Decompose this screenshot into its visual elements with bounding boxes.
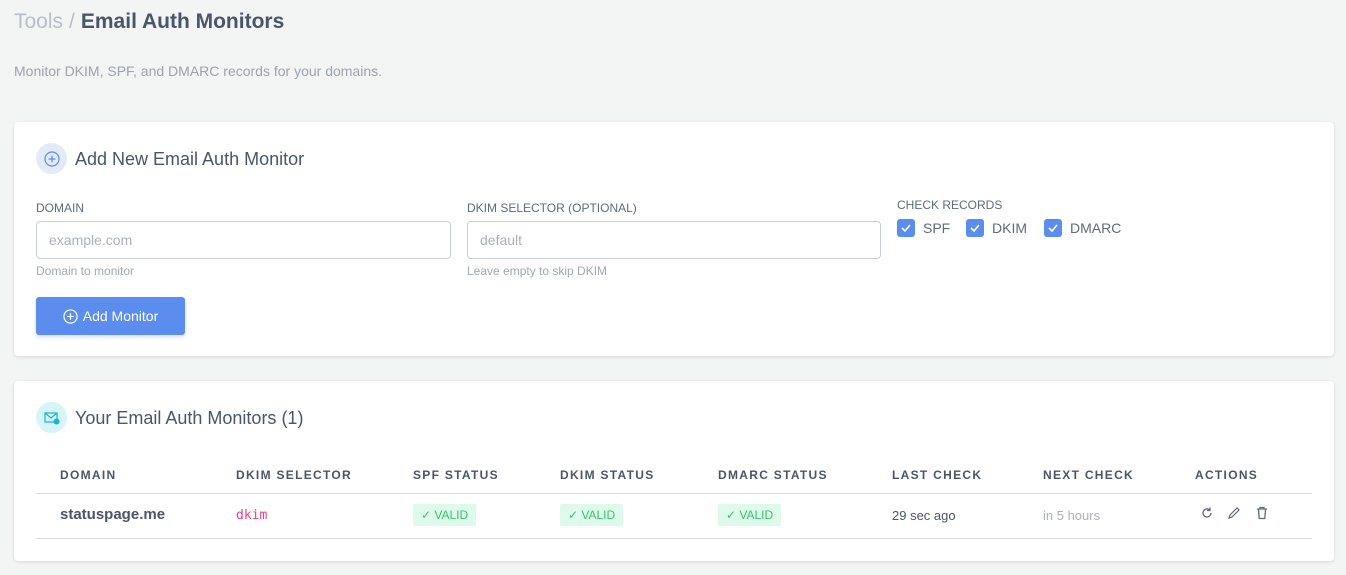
- add-card-title: Add New Email Auth Monitor: [75, 149, 305, 169]
- col-domain: DOMAIN: [60, 468, 117, 482]
- col-next-check: NEXT CHECK: [1043, 468, 1135, 482]
- col-dkim-selector: DKIM SELECTOR: [236, 468, 353, 482]
- checkmark-icon: [1044, 219, 1062, 237]
- dmarc-checkbox[interactable]: DMARC: [1044, 219, 1121, 237]
- col-dmarc-status: DMARC STATUS: [718, 468, 828, 482]
- header-divider: [36, 493, 1312, 494]
- row-divider: [36, 538, 1312, 539]
- breadcrumb-separator: /: [69, 10, 75, 33]
- spf-label: SPF: [923, 220, 951, 236]
- spf-checkbox[interactable]: SPF: [897, 219, 950, 237]
- domain-hint: Domain to monitor: [36, 264, 135, 278]
- monitors-card: Your Email Auth Monitors (1) DOMAIN DKIM…: [14, 381, 1334, 561]
- dkim-checkbox[interactable]: DKIM: [966, 219, 1027, 237]
- plus-circle-icon: [63, 308, 78, 324]
- col-spf-status: SPF STATUS: [413, 468, 499, 482]
- col-last-check: LAST CHECK: [892, 468, 983, 482]
- dkim-selector-input[interactable]: [467, 221, 881, 259]
- trash-icon[interactable]: [1255, 506, 1269, 520]
- row-last-check: 29 sec ago: [892, 508, 956, 523]
- row-next-check: in 5 hours: [1043, 508, 1101, 523]
- add-monitor-button[interactable]: Add Monitor: [36, 297, 185, 335]
- add-monitor-card: Add New Email Auth Monitor DOMAIN Domain…: [14, 122, 1334, 356]
- domain-input[interactable]: [36, 221, 451, 259]
- col-dkim-status: DKIM STATUS: [560, 468, 655, 482]
- spf-status-badge: ✓ VALID: [413, 504, 477, 526]
- breadcrumb: Tools / Email Auth Monitors: [14, 10, 284, 34]
- dmarc-label: DMARC: [1070, 220, 1122, 236]
- dkim-status-badge: ✓ VALID: [560, 504, 624, 526]
- page-title: Email Auth Monitors: [80, 10, 285, 33]
- breadcrumb-parent[interactable]: Tools: [14, 10, 64, 33]
- check-records-label: CHECK RECORDS: [897, 198, 1003, 212]
- dkim-label: DKIM: [992, 220, 1027, 236]
- checkmark-icon: [897, 219, 915, 237]
- email-check-icon: [36, 402, 67, 433]
- page-subtitle: Monitor DKIM, SPF, and DMARC records for…: [14, 63, 383, 79]
- col-actions: ACTIONS: [1195, 468, 1259, 482]
- row-domain: statuspage.me: [60, 506, 166, 523]
- monitors-card-title: Your Email Auth Monitors (1): [75, 408, 304, 428]
- dkim-selector-hint: Leave empty to skip DKIM: [467, 264, 608, 278]
- refresh-icon[interactable]: [1200, 506, 1214, 520]
- dmarc-status-badge: ✓ VALID: [718, 504, 782, 526]
- dkim-selector-label: DKIM SELECTOR (OPTIONAL): [467, 201, 637, 215]
- edit-icon[interactable]: [1227, 506, 1241, 520]
- row-selector: dkim: [236, 508, 268, 523]
- plus-circle-icon: [36, 143, 67, 174]
- checkmark-icon: [966, 219, 984, 237]
- domain-label: DOMAIN: [36, 201, 84, 215]
- add-monitor-label: Add Monitor: [82, 308, 159, 324]
